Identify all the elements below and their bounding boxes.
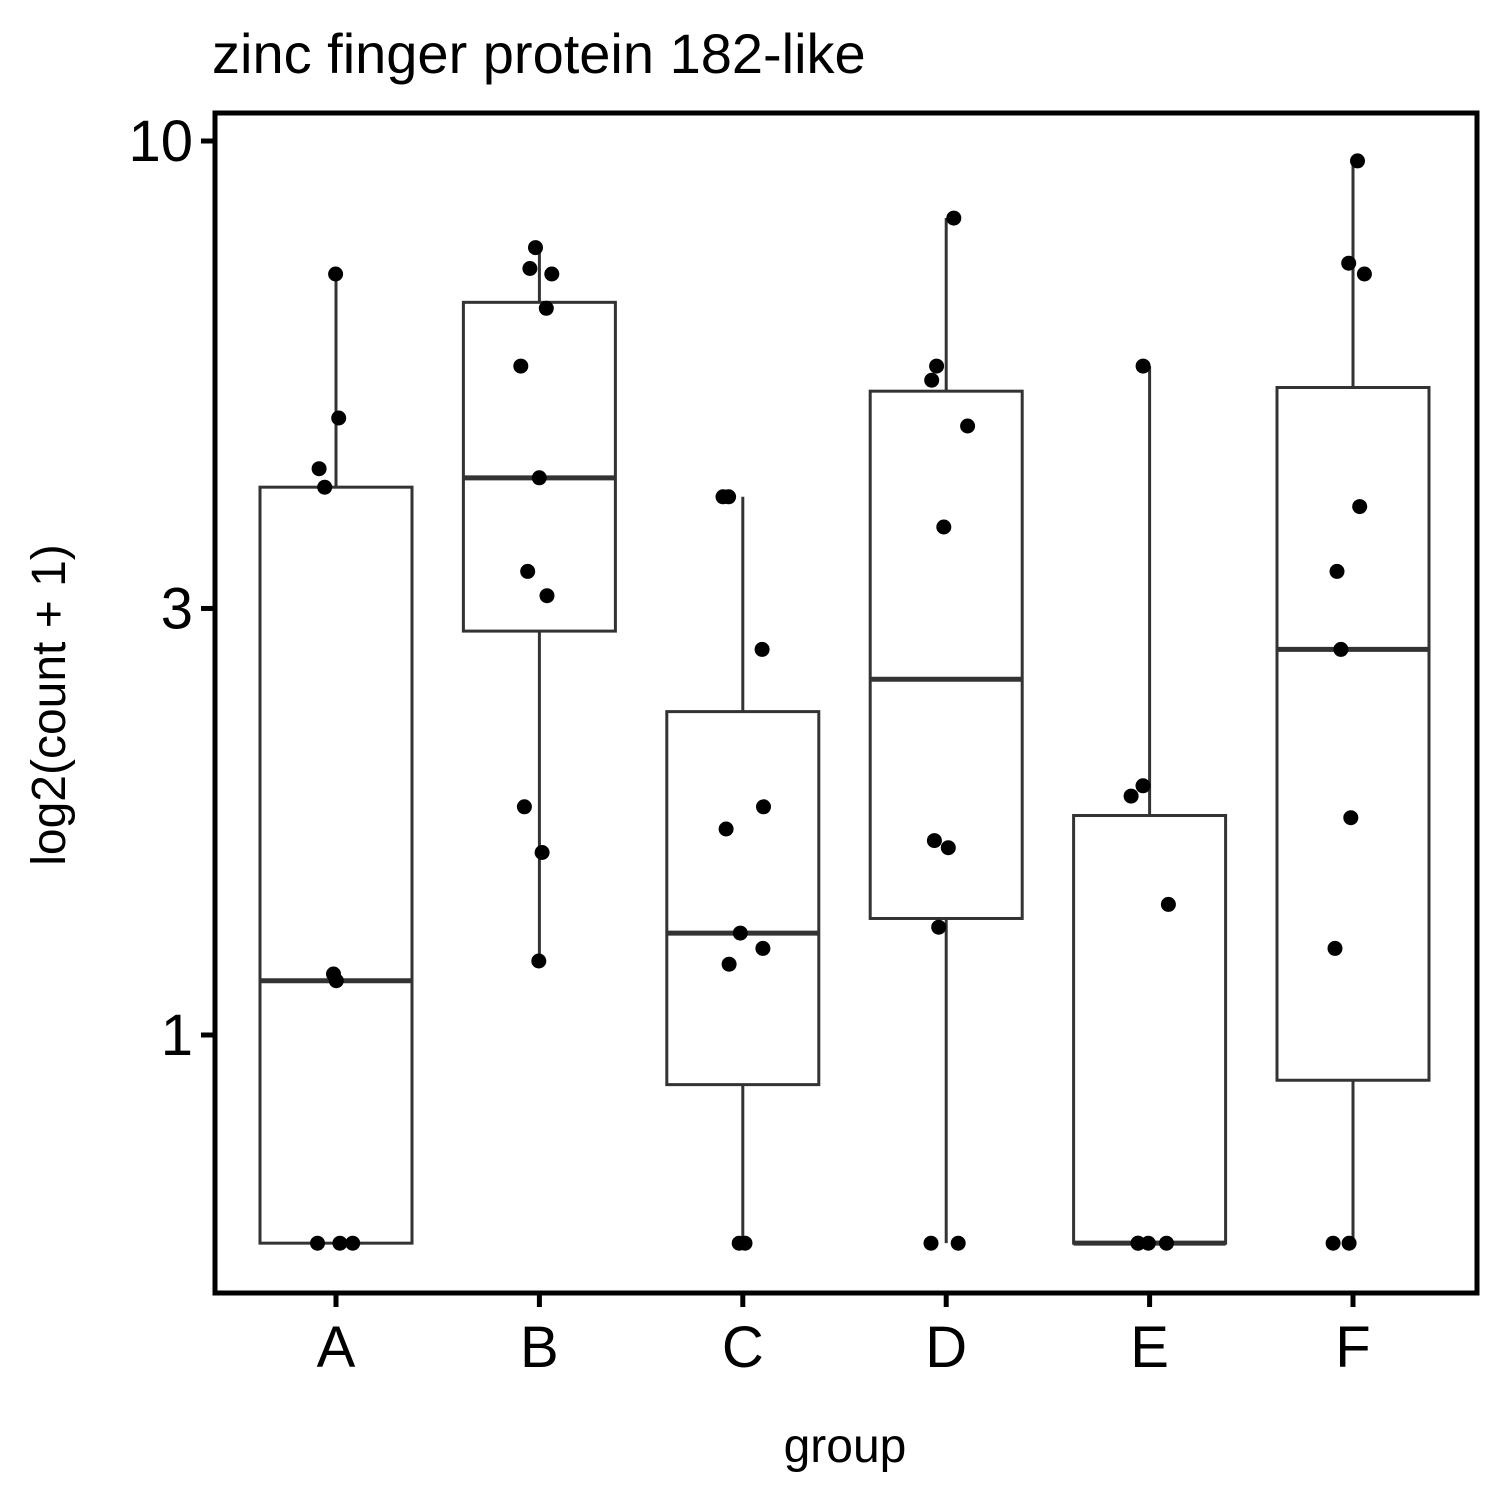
data-point-F-9: [1341, 1235, 1357, 1251]
y-axis-title: log2(count + 1): [23, 544, 76, 866]
data-point-D-9: [950, 1235, 966, 1251]
data-point-D-1: [929, 358, 945, 374]
data-point-A-7: [345, 1235, 361, 1251]
data-point-E-3: [1160, 896, 1176, 912]
data-point-F-7: [1327, 940, 1343, 956]
data-point-B-5: [531, 470, 547, 486]
x-tick-label-C: C: [722, 1315, 764, 1380]
data-point-C-2: [754, 641, 770, 657]
x-tick-label-D: D: [925, 1315, 967, 1380]
data-point-D-2: [924, 372, 940, 388]
y-tick-label-1: 1: [161, 1003, 193, 1068]
data-point-B-2: [544, 266, 560, 282]
data-point-E-2: [1123, 788, 1139, 804]
plot-area: 10 3 1 A B C D E F: [128, 109, 1480, 1380]
box-E: [1072, 814, 1228, 1245]
data-point-F-5: [1333, 641, 1349, 657]
x-tick-label-F: F: [1335, 1315, 1370, 1380]
data-point-A-2: [311, 461, 327, 477]
data-point-C-6: [755, 940, 771, 956]
data-point-C-4: [718, 821, 734, 837]
data-point-C-1: [715, 489, 731, 505]
box-D: [868, 389, 1024, 920]
box-B: [461, 300, 617, 633]
data-point-A-6: [310, 1235, 325, 1251]
chart-title: zinc finger protein 182-like: [212, 22, 866, 85]
data-point-E-1: [1135, 778, 1151, 794]
data-point-A-8: [332, 1235, 348, 1251]
data-point-B-8: [516, 799, 532, 815]
data-point-F-8: [1325, 1235, 1341, 1251]
data-point-F-4: [1329, 563, 1345, 579]
data-point-A-0: [328, 266, 344, 282]
data-point-D-4: [936, 519, 952, 535]
box-C: [665, 710, 821, 1087]
data-point-C-5: [732, 925, 748, 941]
x-tick-label-A: A: [317, 1315, 356, 1380]
data-point-F-2: [1356, 266, 1372, 282]
plot-border: [212, 110, 1480, 1296]
data-point-F-0: [1350, 153, 1365, 169]
data-point-A-1: [331, 410, 347, 426]
data-point-E-0: [1135, 358, 1151, 374]
x-tick-label-B: B: [520, 1315, 559, 1380]
data-point-C-3: [756, 799, 771, 815]
data-point-C-7: [721, 956, 737, 972]
x-axis-title: group: [784, 1420, 907, 1473]
data-point-B-1: [522, 261, 538, 276]
data-point-F-6: [1343, 810, 1359, 826]
data-point-B-4: [513, 358, 529, 374]
data-point-B-9: [534, 845, 550, 860]
data-point-D-3: [960, 418, 976, 434]
data-point-E-7: [1130, 1235, 1146, 1251]
data-point-F-1: [1341, 255, 1357, 271]
data-point-F-3: [1352, 499, 1368, 515]
y-tick-label-3: 3: [161, 576, 193, 641]
data-point-E-5: [1159, 1235, 1174, 1251]
data-point-A-5: [328, 973, 344, 989]
data-point-D-7: [931, 919, 947, 935]
data-point-B-7: [539, 588, 555, 604]
data-point-B-10: [531, 953, 547, 969]
data-point-B-0: [528, 240, 543, 256]
box-A: [258, 485, 414, 1245]
y-tick-label-10: 10: [128, 109, 193, 174]
data-point-E-6: [1140, 1235, 1156, 1251]
data-point-D-0: [946, 210, 962, 226]
data-point-A-3: [317, 479, 333, 495]
data-point-D-6: [940, 840, 956, 856]
data-point-C-9: [737, 1235, 753, 1251]
data-point-D-8: [923, 1235, 939, 1251]
data-point-B-3: [538, 300, 554, 316]
box-F: [1275, 385, 1431, 1082]
data-point-D-5: [926, 833, 942, 849]
data-point-B-6: [520, 563, 536, 579]
x-tick-label-E: E: [1130, 1315, 1169, 1380]
